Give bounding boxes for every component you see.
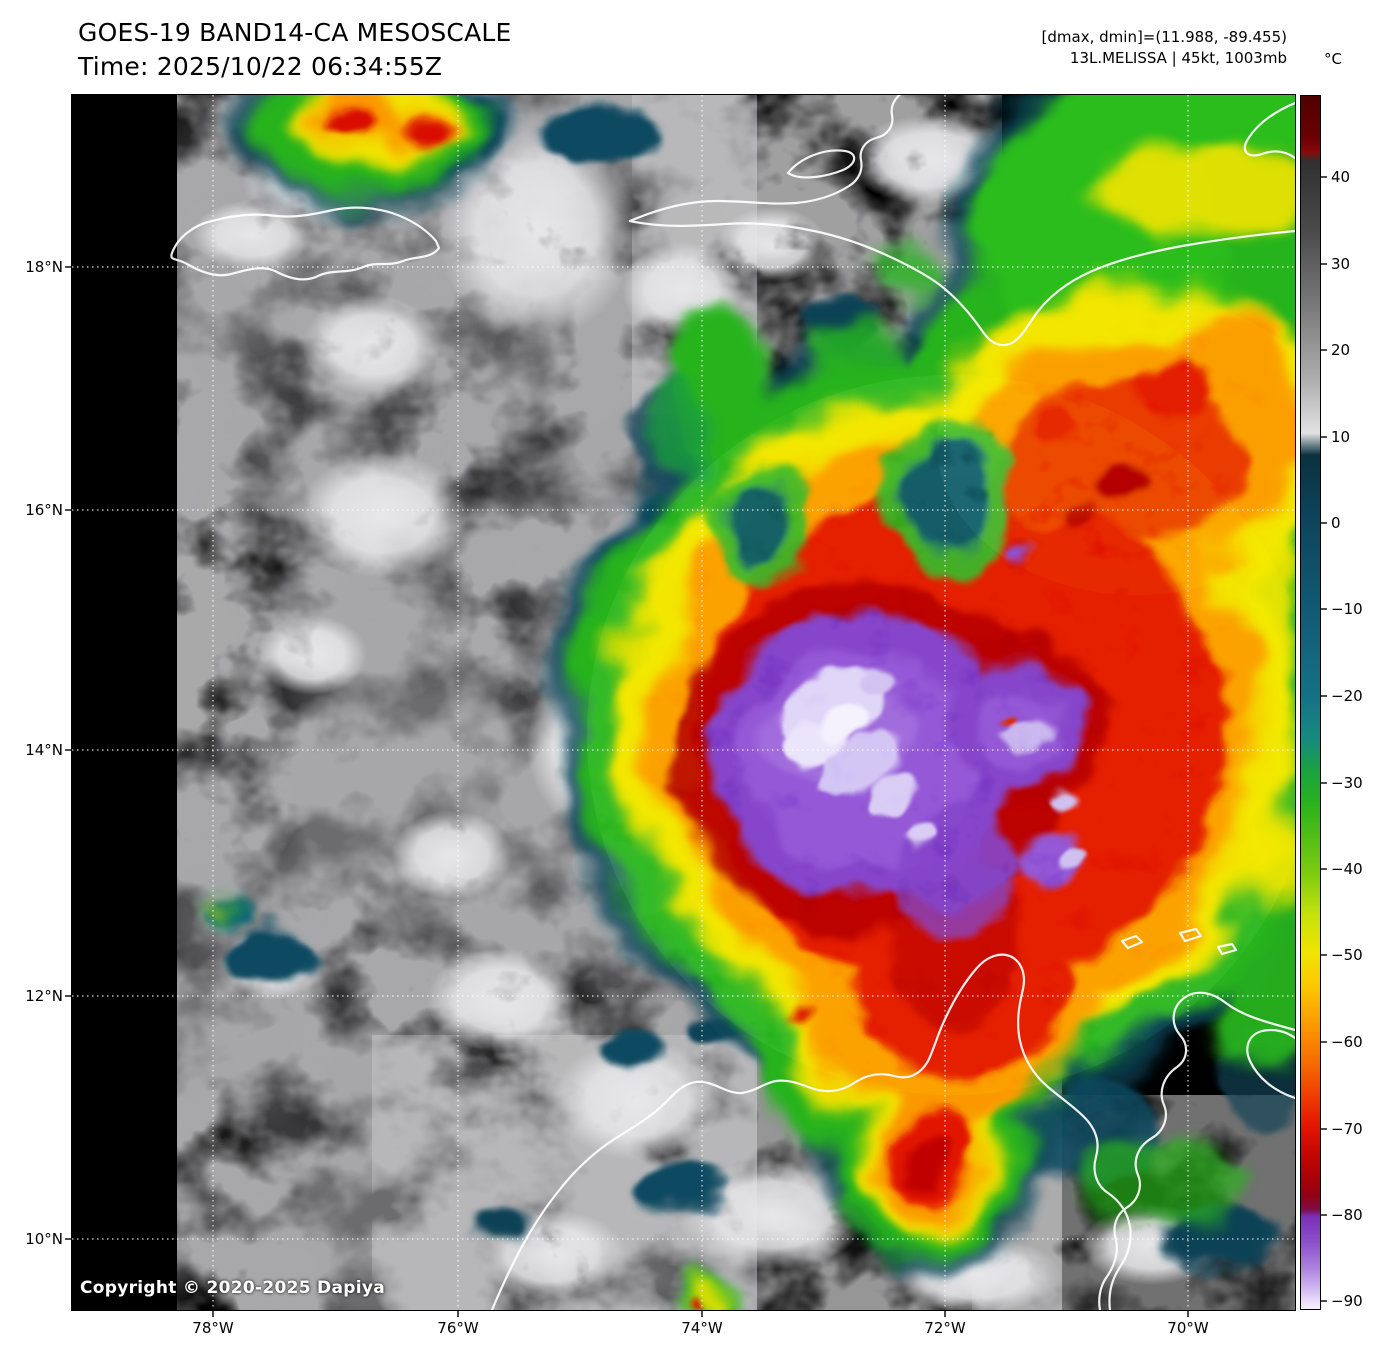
lon-label-76w: 76°W bbox=[437, 1319, 479, 1337]
coastline-gonave-island bbox=[786, 149, 856, 179]
copyright-notice: Copyright © 2020-2025 Dapiya bbox=[80, 1278, 385, 1298]
cb-tick-m50: −50 bbox=[1331, 946, 1363, 964]
coastline-curacao bbox=[1178, 927, 1203, 943]
lat-label-12n: 12°N bbox=[25, 987, 63, 1005]
cb-tick-m70: −70 bbox=[1331, 1120, 1363, 1138]
coastline-venezuela bbox=[1098, 991, 1295, 1310]
satellite-image bbox=[72, 95, 1295, 1310]
storm-info: 13L.MELISSA | 45kt, 1003mb bbox=[1069, 49, 1287, 67]
lon-label-72w: 72°W bbox=[924, 1319, 966, 1337]
timestamp: Time: 2025/10/22 06:34:55Z bbox=[78, 52, 443, 81]
cb-tick-m90: −90 bbox=[1331, 1292, 1363, 1310]
lat-label-16n: 16°N bbox=[25, 501, 63, 519]
product-title: GOES-19 BAND14-CA MESOSCALE bbox=[78, 18, 512, 47]
lat-label-10n: 10°N bbox=[25, 1230, 63, 1248]
cb-tick-10: 10 bbox=[1331, 428, 1351, 446]
lon-label-74w: 74°W bbox=[681, 1319, 723, 1337]
storm-texture-ne bbox=[937, 295, 1295, 595]
cb-tick-0: 0 bbox=[1331, 514, 1341, 532]
satellite-map: Copyright © 2020-2025 Dapiya bbox=[71, 94, 1296, 1311]
cb-tick-40: 40 bbox=[1331, 168, 1351, 186]
coastline-colombia bbox=[490, 953, 1132, 1310]
coastline-hispaniola-south bbox=[628, 219, 1295, 347]
cb-tick-m30: −30 bbox=[1331, 774, 1363, 792]
coastline-samana bbox=[1243, 101, 1295, 160]
lat-label-14n: 14°N bbox=[25, 741, 63, 759]
cb-tick-m60: −60 bbox=[1331, 1033, 1363, 1051]
coastline-bonaire bbox=[1216, 942, 1238, 956]
lon-label-70w: 70°W bbox=[1167, 1319, 1209, 1337]
coastline-jamaica bbox=[170, 206, 441, 281]
cb-tick-30: 30 bbox=[1331, 255, 1351, 273]
dmax-dmin-readout: [dmax, dmin]=(11.988, -89.455) bbox=[1041, 28, 1287, 46]
cb-tick-m80: −80 bbox=[1331, 1206, 1363, 1224]
cb-tick-20: 20 bbox=[1331, 341, 1351, 359]
header-left: GOES-19 BAND14-CA MESOSCALE Time: 2025/1… bbox=[78, 16, 512, 84]
gridlines bbox=[72, 95, 1295, 1310]
coastline-hispaniola-north bbox=[628, 95, 901, 223]
colorbar-unit-label: °C bbox=[1324, 50, 1342, 68]
lat-label-18n: 18°N bbox=[25, 258, 63, 276]
cb-tick-m20: −20 bbox=[1331, 687, 1363, 705]
coastline-paraguana-hook bbox=[1246, 1028, 1295, 1100]
cb-tick-m40: −40 bbox=[1331, 860, 1363, 878]
cb-tick-m10: −10 bbox=[1331, 600, 1363, 618]
coastlines bbox=[170, 95, 1295, 1310]
hurricane-melissa bbox=[208, 95, 1295, 1310]
lon-label-78w: 78°W bbox=[192, 1319, 234, 1337]
coastline-aruba bbox=[1120, 934, 1144, 950]
header-right: [dmax, dmin]=(11.988, -89.455) 13L.MELIS… bbox=[1042, 27, 1287, 69]
temperature-colorbar bbox=[1300, 95, 1321, 1310]
